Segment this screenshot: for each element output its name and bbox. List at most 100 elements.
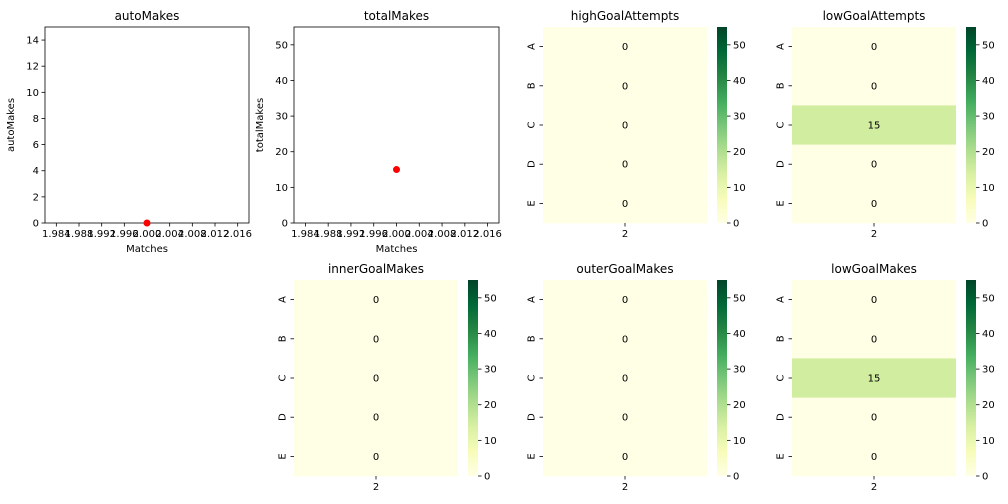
colorbar-tick-label: 50 (982, 40, 995, 51)
colorbar-tick-label: 10 (733, 436, 746, 447)
x-tick-label: 2.012 (451, 229, 480, 240)
x-tick-label: 2.016 (223, 229, 252, 240)
row-label: A (527, 43, 538, 50)
row-label: E (278, 453, 289, 459)
plot-frame (44, 26, 250, 224)
x-tick-label: 1.988 (65, 229, 94, 240)
cell-value-label: 0 (622, 81, 628, 92)
row-label: B (527, 335, 538, 342)
heatmap-cell (792, 105, 956, 145)
column-label: 2 (622, 229, 628, 240)
cell-value-label: 0 (871, 334, 877, 345)
heatmap-cell (294, 397, 458, 438)
heatmap-cell (294, 319, 458, 359)
row-label: B (776, 335, 787, 342)
x-axis-label: Matches (126, 244, 168, 255)
cell-value-label: 15 (868, 374, 881, 385)
heatmap-cell (543, 66, 707, 106)
y-tick-label: 10 (26, 88, 39, 99)
colorbar-tick-label: 10 (982, 183, 995, 194)
heatmap-cell (294, 358, 458, 398)
subplot-title: outerGoalMakes (576, 262, 673, 276)
row-label: E (527, 200, 538, 206)
colorbar-tick-label: 30 (982, 112, 995, 123)
colorbar (966, 27, 976, 223)
x-tick-label: 1.988 (314, 229, 343, 240)
colorbar-tick-label: 40 (484, 329, 497, 340)
heatmap-cell (792, 358, 956, 398)
colorbar-tick-label: 10 (484, 436, 497, 447)
y-tick-label: 12 (26, 62, 39, 73)
cell-value-label: 0 (373, 374, 379, 385)
colorbar-tick-label: 0 (982, 472, 988, 483)
colorbar-tick-label: 40 (982, 76, 995, 87)
heatmap-cell (792, 280, 956, 320)
y-tick-label: 10 (275, 183, 288, 194)
row-label: C (527, 374, 538, 381)
y-tick-label: 0 (33, 219, 39, 230)
heatmap-cell (792, 319, 956, 359)
colorbar-tick-label: 20 (982, 400, 995, 411)
colorbar-tick-label: 30 (733, 112, 746, 123)
heatmap-cell (543, 358, 707, 398)
row-label: D (278, 413, 289, 421)
row-label: A (776, 43, 787, 50)
heatmap-cell (294, 436, 458, 477)
y-tick-label: 0 (282, 219, 288, 230)
heatmap-cell (543, 183, 707, 224)
heatmap-cell (792, 144, 956, 185)
colorbar-tick-label: 50 (982, 293, 995, 304)
heatmap-cell (792, 183, 956, 224)
subplot-title: innerGoalMakes (328, 262, 424, 276)
x-tick-label: 1.992 (87, 229, 116, 240)
colorbar-tick-label: 50 (484, 293, 497, 304)
colorbar-tick-label: 50 (733, 40, 746, 51)
heatmap-cell (792, 436, 956, 477)
row-label: A (776, 296, 787, 303)
y-tick-label: 2 (33, 192, 39, 203)
colorbar (717, 27, 727, 223)
cell-value-label: 0 (622, 160, 628, 171)
column-label: 2 (871, 482, 877, 493)
subplot-title: lowGoalAttempts (823, 9, 926, 23)
scatter-point (143, 219, 151, 227)
row-label: E (776, 200, 787, 206)
row-label: B (527, 82, 538, 89)
row-label: C (776, 374, 787, 381)
row-label: E (776, 453, 787, 459)
x-tick-label: 1.996 (110, 229, 139, 240)
plot-frame (293, 26, 500, 224)
colorbar-tick-label: 10 (982, 436, 995, 447)
cell-value-label: 0 (871, 160, 877, 171)
cell-value-label: 0 (622, 334, 628, 345)
x-tick-label: 1.984 (42, 229, 71, 240)
cell-value-label: 0 (622, 42, 628, 53)
subplot-autoMakes: autoMakes1.9841.9881.9921.9962.0002.0042… (6, 9, 252, 255)
heatmap-cell (543, 436, 707, 477)
colorbar-tick-label: 20 (733, 147, 746, 158)
subplot-title: autoMakes (115, 9, 180, 23)
cell-value-label: 15 (868, 121, 881, 132)
y-tick-label: 8 (33, 114, 39, 125)
colorbar-tick-label: 0 (733, 219, 739, 230)
row-label: B (776, 82, 787, 89)
x-tick-label: 2.008 (428, 229, 457, 240)
colorbar-tick-label: 10 (733, 183, 746, 194)
y-tick-label: 20 (275, 147, 288, 158)
cell-value-label: 0 (622, 374, 628, 385)
colorbar-tick-label: 40 (733, 329, 746, 340)
colorbar-tick-label: 20 (733, 400, 746, 411)
colorbar (717, 280, 727, 476)
x-tick-label: 1.996 (359, 229, 388, 240)
cell-value-label: 0 (622, 199, 628, 210)
y-tick-label: 50 (275, 40, 288, 51)
row-label: B (278, 335, 289, 342)
colorbar-tick-label: 30 (982, 365, 995, 376)
x-tick-label: 2.016 (473, 229, 502, 240)
colorbar-tick-label: 30 (484, 365, 497, 376)
cell-value-label: 0 (373, 334, 379, 345)
colorbar-tick-label: 0 (733, 472, 739, 483)
cell-value-label: 0 (871, 199, 877, 210)
